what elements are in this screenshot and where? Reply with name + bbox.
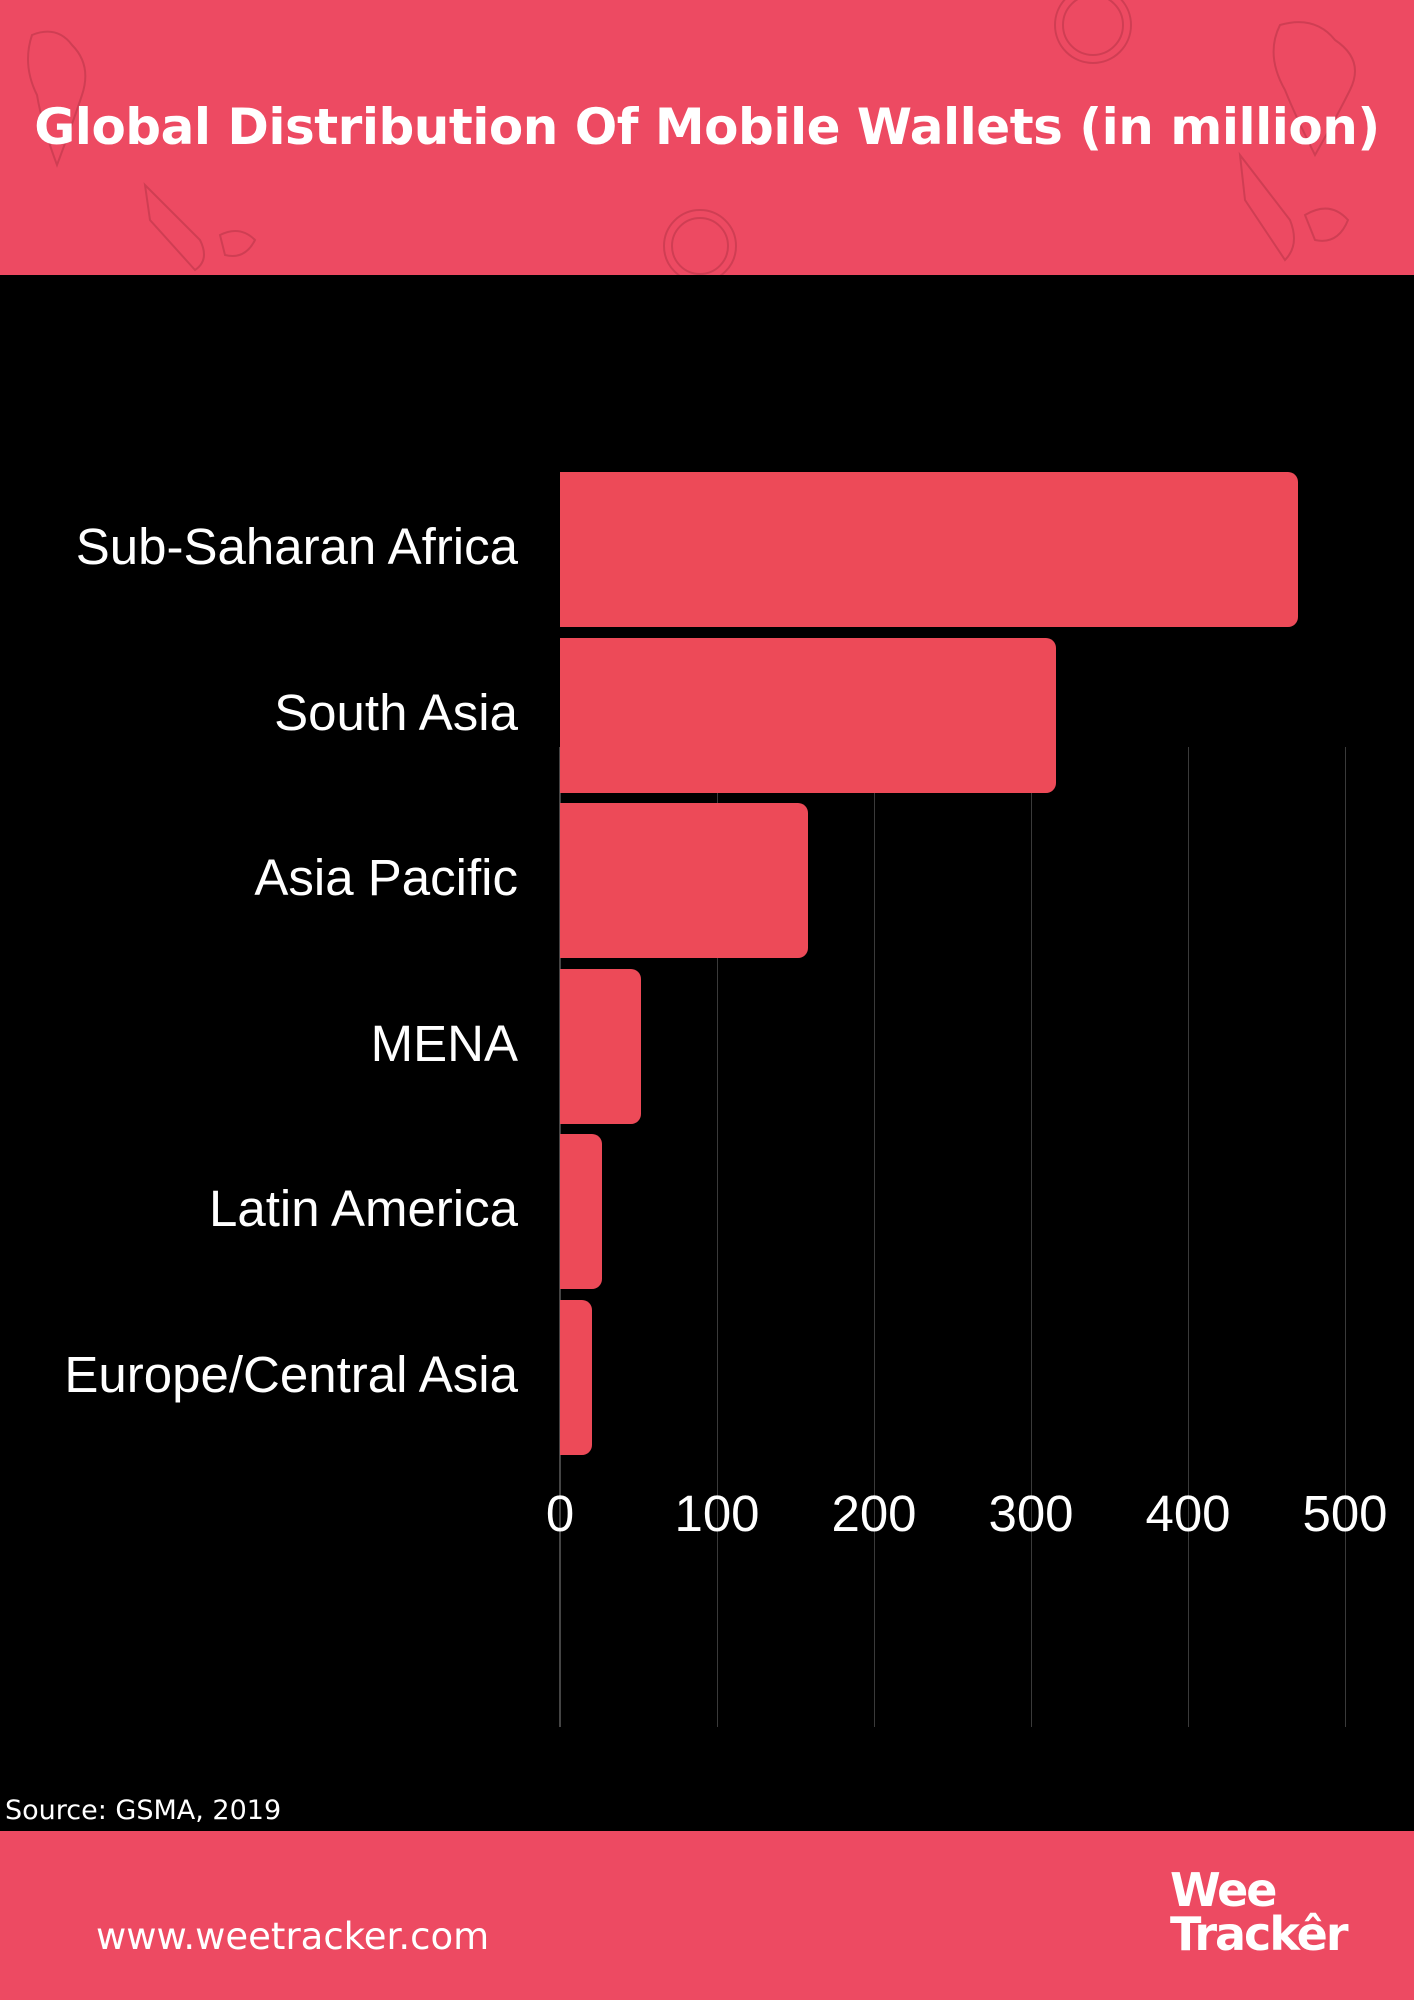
x-tick-label: 0: [545, 1485, 575, 1542]
bar-europe-central-asia: [560, 1300, 592, 1455]
x-tick-label: 200: [831, 1485, 917, 1542]
logo-line-1: Wee: [1170, 1863, 1277, 1917]
category-label: Asia Pacific: [254, 849, 518, 906]
gridline-400: [1188, 747, 1189, 1727]
africa-map-icon: [27, 30, 87, 168]
category-label: South Asia: [274, 684, 518, 741]
category-label: Sub-Saharan Africa: [75, 518, 518, 575]
coin-dollar-icon: [663, 209, 737, 275]
category-label: Europe/Central Asia: [64, 1346, 518, 1403]
rocket-icon: [143, 182, 257, 272]
bar-south-asia: [560, 638, 1056, 793]
x-tick-label: 100: [674, 1485, 760, 1542]
header-banner: Global Distribution Of Mobile Wallets (i…: [0, 0, 1414, 275]
x-tick-label: 400: [1145, 1485, 1231, 1542]
bar-asia-pacific: [560, 803, 808, 958]
source-note: Source: GSMA, 2019: [5, 1795, 282, 1826]
x-tick-label: 300: [988, 1485, 1074, 1542]
logo-line-2: Trackêr: [1170, 1907, 1349, 1961]
category-label: Latin America: [209, 1180, 518, 1237]
rocket-icon: [1238, 151, 1350, 262]
coin-dollar-icon: [1054, 0, 1132, 64]
bar-sub-saharan-africa: [560, 472, 1298, 627]
chart-title: Global Distribution Of Mobile Wallets (i…: [34, 98, 1380, 156]
gridline-100: [717, 747, 718, 1727]
africa-map-icon: [1272, 21, 1356, 158]
bar-mena: [560, 969, 641, 1124]
weetracker-logo: Wee Trackêr: [1170, 1863, 1349, 1961]
gridline-300: [1031, 747, 1032, 1727]
website-link[interactable]: www.weetracker.com: [96, 1915, 490, 1958]
gridline-500: [1345, 747, 1346, 1727]
footer-banner: [0, 1831, 1414, 2000]
bar-latin-america: [560, 1134, 602, 1289]
bar-chart: Sub-Saharan Africa South Asia Asia Pacif…: [0, 275, 1414, 1831]
gridline-200: [874, 747, 875, 1727]
category-label: MENA: [370, 1015, 518, 1072]
x-tick-label: 500: [1302, 1485, 1388, 1542]
